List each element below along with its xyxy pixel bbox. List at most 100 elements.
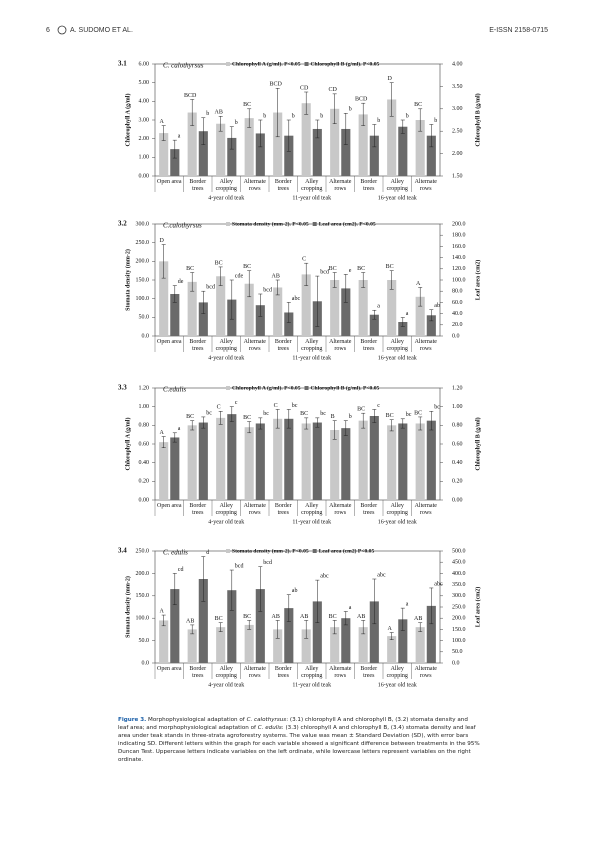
significance-letter: BC	[414, 102, 422, 108]
significance-letter: A	[160, 430, 165, 436]
bar	[170, 589, 180, 663]
panel-label: 3.2	[118, 220, 127, 228]
y-axis-label: Stomata density (mm-2)	[124, 249, 131, 311]
y2-tick-label: 150.0	[452, 627, 466, 633]
y2-tick-label: 400.0	[452, 571, 466, 577]
error-bar	[258, 119, 263, 148]
chart-title: C.calothyrsus	[163, 222, 202, 230]
error-bar	[315, 275, 320, 327]
caption-label: Figure 3.	[118, 717, 147, 723]
error-bar	[201, 416, 206, 429]
error-bar	[172, 573, 177, 606]
bar	[244, 118, 254, 176]
running-authors: A. SUDOMO ET AL.	[70, 27, 133, 34]
significance-letter: b	[377, 118, 380, 124]
y-tick-label: 50.0	[139, 638, 150, 644]
bar	[398, 322, 408, 336]
x-tick-label: Open area	[157, 179, 182, 185]
group-label: 4-year old teak	[208, 195, 244, 201]
significance-letter: BC	[243, 614, 251, 620]
group-label: 11-year old teak	[292, 519, 331, 525]
error-bar	[172, 139, 177, 159]
bar	[227, 137, 237, 176]
significance-letter: AB	[186, 618, 194, 624]
bar	[341, 428, 351, 500]
x-tick-label: Alternate rows	[329, 339, 352, 352]
significance-letter: bcd	[320, 269, 329, 275]
error-bar	[332, 272, 337, 288]
bar	[255, 423, 265, 500]
error-bar	[400, 607, 405, 631]
bar	[159, 261, 169, 336]
significance-letter: de	[178, 279, 184, 285]
y2-tick-label: 2.00	[452, 151, 463, 157]
error-bar	[400, 317, 405, 327]
caption-text: C. calothyrsus	[246, 717, 287, 723]
y-tick-label: 1.00	[139, 155, 150, 161]
group-label: 11-year old teak	[292, 355, 331, 361]
error-bar	[258, 293, 263, 317]
y2-tick-label: 200.0	[452, 616, 466, 622]
bar	[330, 627, 340, 663]
y2-tick-label: 160.0	[452, 244, 466, 250]
legend-swatch	[226, 386, 230, 390]
x-tick-label: Border trees	[274, 339, 292, 352]
error-bar	[286, 409, 291, 429]
legend-swatch	[312, 549, 317, 553]
bar	[330, 430, 340, 500]
bar	[187, 425, 197, 500]
y2-tick-label: 0.00	[452, 497, 463, 503]
x-tick-label: Alley cropping	[386, 666, 408, 679]
caption-text: Morphophysiological adaptation of	[148, 717, 247, 723]
error-bar	[304, 417, 309, 430]
significance-letter: BC	[300, 411, 308, 417]
significance-letter: bc	[292, 403, 298, 409]
issn: E-ISSN 2158-0715	[489, 27, 548, 34]
bar	[426, 135, 436, 176]
chart-title: C.edulis	[163, 386, 186, 394]
significance-letter: b	[406, 113, 409, 119]
y2-axis-label: Leaf area (cm2)	[474, 587, 481, 628]
y2-tick-label: 100.0	[452, 277, 466, 283]
y-tick-label: 150.0	[136, 277, 150, 283]
group-label: 16-year old teak	[378, 195, 417, 201]
x-tick-label: Border trees	[360, 503, 378, 516]
error-bar	[418, 416, 423, 431]
error-bar	[418, 287, 423, 307]
significance-letter: BCD	[184, 93, 197, 99]
significance-letter: AB	[357, 614, 365, 620]
group-label: 16-year old teak	[378, 355, 417, 361]
error-bar	[161, 244, 166, 279]
legend-label: Chlorophyll A (g/ml). P<0.05	[232, 60, 301, 67]
error-bar	[389, 270, 394, 290]
x-tick-label: Alley cropping	[215, 503, 237, 516]
error-bar	[304, 262, 309, 286]
error-bar	[343, 274, 348, 303]
error-bar	[229, 126, 234, 150]
bar	[284, 418, 294, 500]
error-bar	[247, 270, 252, 298]
bar	[170, 437, 180, 500]
error-bar	[247, 108, 252, 128]
significance-letter: BC	[215, 616, 223, 622]
error-bar	[361, 620, 366, 635]
error-bar	[190, 420, 195, 431]
error-bar	[275, 620, 280, 639]
significance-letter: BC	[357, 266, 365, 272]
error-bar	[190, 99, 195, 126]
x-tick-label: Border trees	[274, 179, 292, 192]
significance-letter: bcd	[235, 563, 244, 569]
bar	[284, 312, 294, 336]
bar	[255, 305, 265, 336]
significance-letter: BC	[386, 413, 394, 419]
bar	[312, 128, 322, 176]
caption-text: C. edulis	[257, 725, 282, 731]
legend-swatch	[226, 222, 230, 226]
bar	[369, 314, 379, 336]
bar	[398, 619, 408, 663]
significance-letter: A	[160, 119, 165, 125]
y-tick-label: 200.0	[136, 571, 150, 577]
bar	[369, 601, 379, 663]
error-bar	[343, 611, 348, 626]
significance-letter: A	[160, 608, 165, 614]
